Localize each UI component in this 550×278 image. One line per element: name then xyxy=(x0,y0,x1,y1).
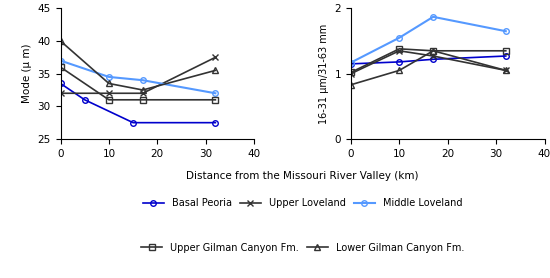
Legend: Upper Gilman Canyon Fm., Lower Gilman Canyon Fm.: Upper Gilman Canyon Fm., Lower Gilman Ca… xyxy=(137,239,468,257)
Text: Distance from the Missouri River Valley (km): Distance from the Missouri River Valley … xyxy=(186,171,419,181)
Y-axis label: 16-31 μm/31-63 mm: 16-31 μm/31-63 mm xyxy=(319,24,329,124)
Y-axis label: Mode (μ m): Mode (μ m) xyxy=(22,44,32,103)
Legend: Basal Peoria, Upper Loveland, Middle Loveland: Basal Peoria, Upper Loveland, Middle Lov… xyxy=(139,194,466,212)
